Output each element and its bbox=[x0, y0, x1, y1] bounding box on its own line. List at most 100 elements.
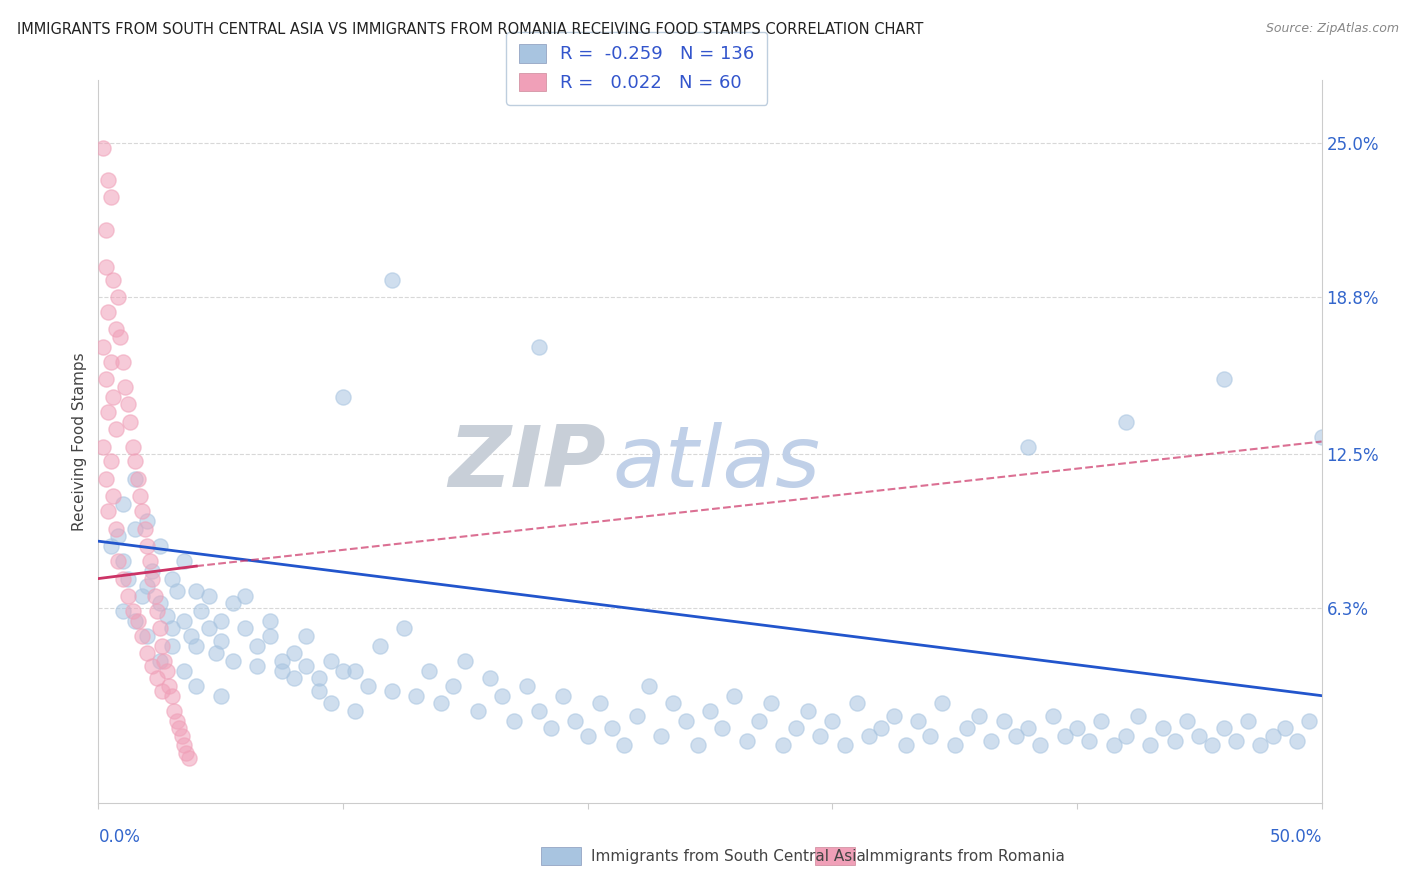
Point bbox=[111, 497, 134, 511]
Point bbox=[124, 454, 146, 468]
Point bbox=[1175, 714, 1198, 728]
Point bbox=[136, 646, 159, 660]
Text: Source: ZipAtlas.com: Source: ZipAtlas.com bbox=[1265, 22, 1399, 36]
Point bbox=[797, 704, 820, 718]
Point bbox=[111, 554, 134, 568]
Point bbox=[491, 689, 513, 703]
Point bbox=[141, 658, 163, 673]
Point bbox=[956, 721, 979, 735]
Point bbox=[761, 696, 783, 710]
Point bbox=[259, 614, 281, 628]
Text: Immigrants from South Central Asia: Immigrants from South Central Asia bbox=[591, 849, 866, 863]
Point bbox=[1115, 729, 1137, 743]
Point bbox=[845, 696, 868, 710]
Point bbox=[540, 721, 562, 735]
Point bbox=[1188, 729, 1211, 743]
Point bbox=[967, 708, 990, 723]
Point bbox=[100, 190, 122, 204]
Point bbox=[356, 679, 378, 693]
Point bbox=[295, 658, 318, 673]
Point bbox=[295, 629, 318, 643]
Point bbox=[141, 572, 163, 586]
Point bbox=[467, 704, 489, 718]
Point bbox=[157, 679, 180, 693]
Point bbox=[233, 621, 256, 635]
Point bbox=[1053, 729, 1076, 743]
Point bbox=[1078, 733, 1101, 747]
Point bbox=[1212, 721, 1234, 735]
Point bbox=[97, 173, 120, 187]
Point bbox=[368, 639, 391, 653]
Point bbox=[1017, 440, 1039, 454]
Point bbox=[527, 704, 550, 718]
Point bbox=[190, 604, 212, 618]
Point bbox=[136, 514, 159, 528]
Point bbox=[626, 708, 648, 723]
Text: Immigrants from Romania: Immigrants from Romania bbox=[865, 849, 1064, 863]
Point bbox=[821, 714, 844, 728]
Point bbox=[894, 739, 917, 753]
Point bbox=[1249, 739, 1271, 753]
Point bbox=[319, 654, 342, 668]
Point bbox=[637, 679, 661, 693]
Point bbox=[785, 721, 807, 735]
Point bbox=[160, 689, 183, 703]
Point bbox=[150, 639, 173, 653]
Point bbox=[131, 629, 153, 643]
Text: atlas: atlas bbox=[612, 422, 820, 505]
Point bbox=[748, 714, 770, 728]
Point bbox=[111, 604, 134, 618]
Point bbox=[101, 272, 124, 286]
Point bbox=[1152, 721, 1174, 735]
Point bbox=[858, 729, 880, 743]
Point bbox=[143, 589, 166, 603]
Point bbox=[711, 721, 734, 735]
Point bbox=[1029, 739, 1052, 753]
Point bbox=[94, 472, 117, 486]
Point bbox=[808, 729, 831, 743]
Point bbox=[270, 654, 294, 668]
Point bbox=[1310, 429, 1333, 443]
Point bbox=[699, 704, 721, 718]
Point bbox=[141, 564, 163, 578]
Point bbox=[100, 355, 122, 369]
Point bbox=[120, 415, 142, 429]
Text: 0.0%: 0.0% bbox=[98, 828, 141, 846]
Point bbox=[1128, 708, 1150, 723]
Point bbox=[91, 140, 114, 154]
Point bbox=[166, 714, 188, 728]
Point bbox=[134, 522, 156, 536]
Point bbox=[907, 714, 929, 728]
Point bbox=[173, 739, 195, 753]
Y-axis label: Receiving Food Stamps: Receiving Food Stamps bbox=[72, 352, 87, 531]
Point bbox=[121, 604, 143, 618]
Point bbox=[170, 729, 193, 743]
Point bbox=[870, 721, 893, 735]
Point bbox=[197, 621, 219, 635]
Text: IMMIGRANTS FROM SOUTH CENTRAL ASIA VS IMMIGRANTS FROM ROMANIA RECEIVING FOOD STA: IMMIGRANTS FROM SOUTH CENTRAL ASIA VS IM… bbox=[17, 22, 924, 37]
Point bbox=[650, 729, 672, 743]
Point bbox=[160, 639, 183, 653]
Point bbox=[124, 472, 146, 486]
Point bbox=[149, 654, 172, 668]
Point bbox=[675, 714, 697, 728]
Point bbox=[146, 604, 169, 618]
Point bbox=[127, 614, 149, 628]
Point bbox=[723, 689, 745, 703]
Point bbox=[166, 584, 188, 599]
Point bbox=[430, 696, 453, 710]
Point bbox=[222, 597, 245, 611]
Point bbox=[167, 721, 190, 735]
Text: ZIP: ZIP bbox=[449, 422, 606, 505]
Point bbox=[503, 714, 526, 728]
Point bbox=[100, 539, 122, 553]
Point bbox=[576, 729, 599, 743]
Point bbox=[186, 679, 208, 693]
Point bbox=[173, 614, 195, 628]
Point bbox=[418, 664, 440, 678]
Point bbox=[259, 629, 281, 643]
Point bbox=[136, 579, 159, 593]
Point bbox=[589, 696, 612, 710]
Point bbox=[1261, 729, 1284, 743]
Point bbox=[97, 305, 120, 319]
